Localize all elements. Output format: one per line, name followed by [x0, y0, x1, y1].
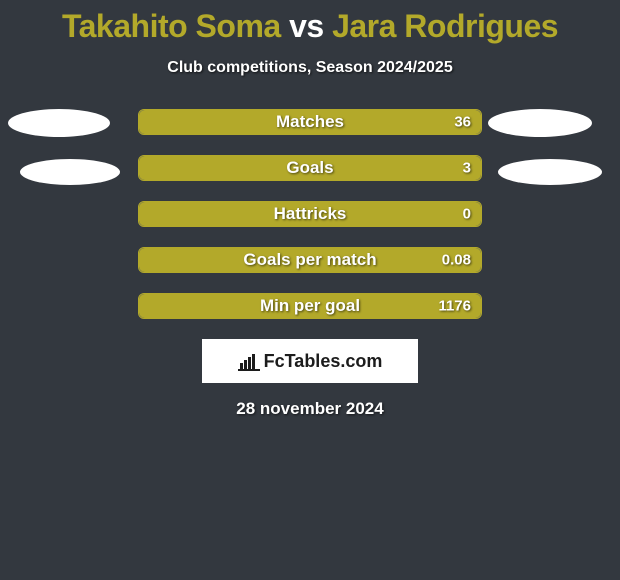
stat-bar-value: 3: [463, 160, 471, 177]
stat-bar-value: 0: [463, 206, 471, 223]
title-player1: Takahito Soma: [62, 8, 281, 44]
stat-bar-value: 36: [454, 114, 471, 131]
title-player2: Jara Rodrigues: [332, 8, 558, 44]
player-oval: [8, 109, 110, 137]
subtitle: Club competitions, Season 2024/2025: [0, 59, 620, 77]
date-text: 28 november 2024: [0, 399, 620, 419]
bar-stack: Matches 36 Goals 3 Hattricks 0 Goals per match…: [138, 109, 482, 319]
stat-bar-value: 1176: [438, 298, 471, 315]
stat-bar: Hattricks 0: [138, 201, 482, 227]
player-oval: [20, 159, 120, 185]
stat-bar-label: Goals per match: [243, 250, 376, 270]
stat-bar: Matches 36: [138, 109, 482, 135]
barchart-icon: [238, 353, 260, 371]
stat-bar-label: Goals: [286, 158, 333, 178]
brand-text: FcTables.com: [238, 351, 383, 372]
player-oval: [488, 109, 592, 137]
stat-bar: Goals per match 0.08: [138, 247, 482, 273]
title-vs: vs: [289, 8, 324, 44]
stat-bar-label: Min per goal: [260, 296, 360, 316]
brand-label: FcTables.com: [264, 351, 383, 372]
stat-bar-label: Hattricks: [274, 204, 347, 224]
player-oval: [498, 159, 602, 185]
page-title: Takahito Soma vs Jara Rodrigues: [0, 0, 620, 45]
stat-bar-label: Matches: [276, 112, 344, 132]
compare-area: Matches 36 Goals 3 Hattricks 0 Goals per match…: [0, 109, 620, 319]
stat-bar-value: 0.08: [442, 252, 471, 269]
brand-box: FcTables.com: [202, 339, 418, 383]
stat-bar: Min per goal 1176: [138, 293, 482, 319]
stat-bar: Goals 3: [138, 155, 482, 181]
